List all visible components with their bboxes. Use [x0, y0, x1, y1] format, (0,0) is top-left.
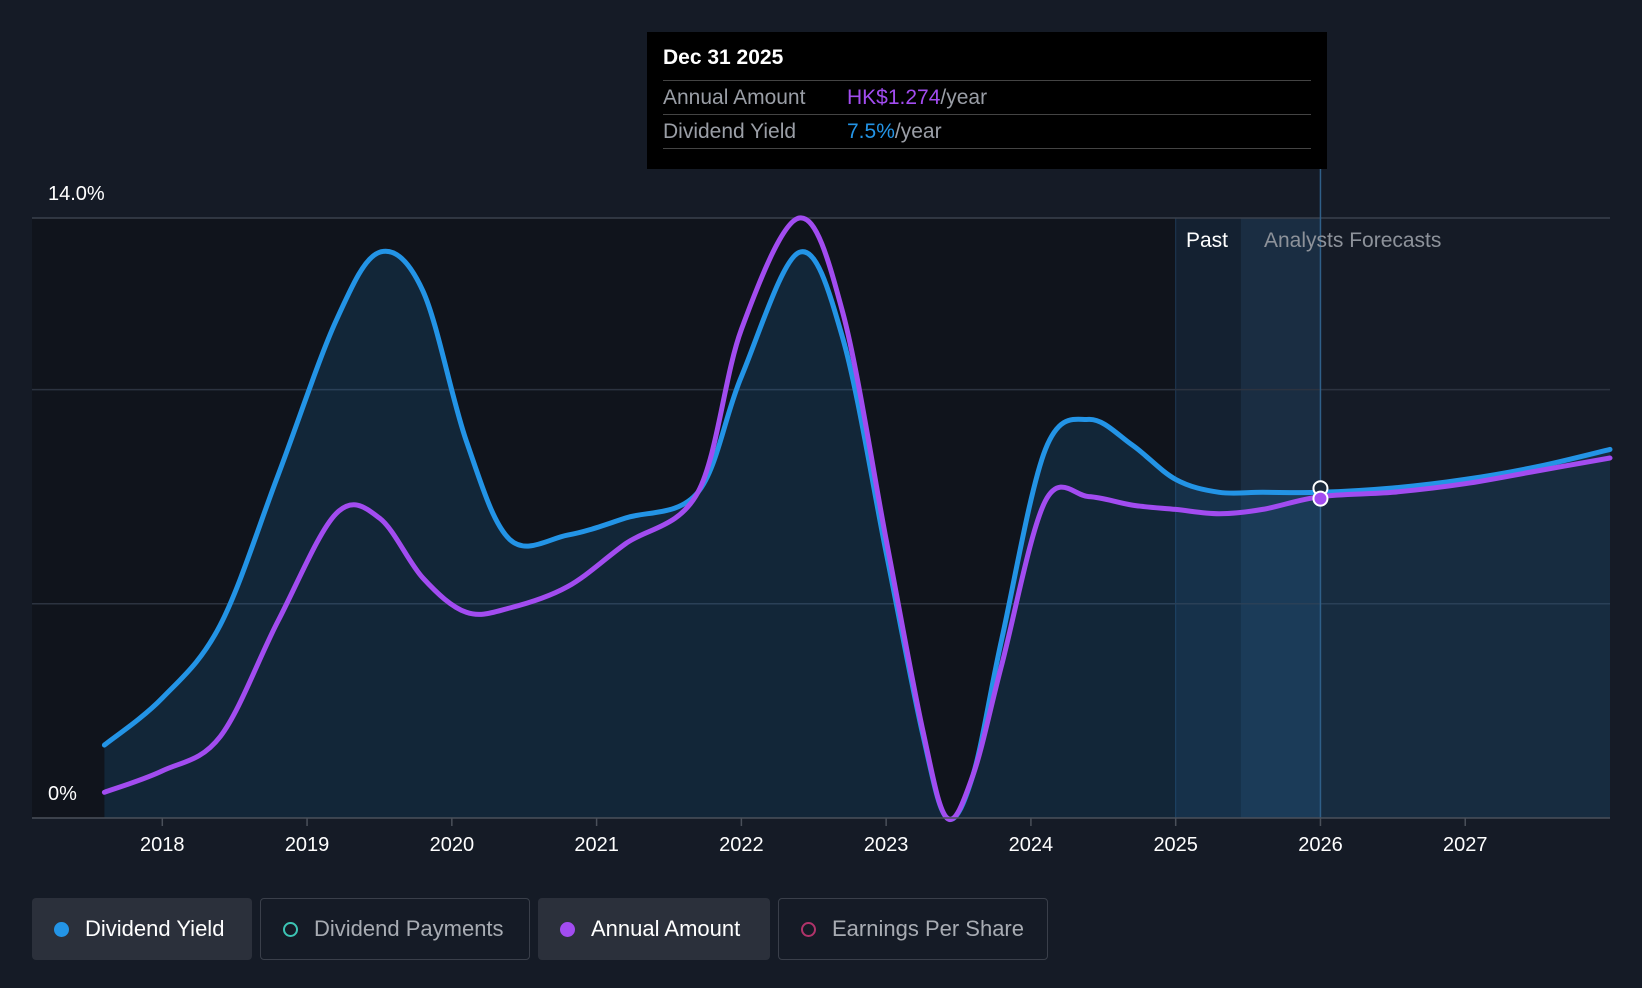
x-tick-label: 2025: [1153, 834, 1198, 856]
legend-dividend-payments-label: Dividend Payments: [314, 916, 504, 941]
grid-lines: [32, 217, 1610, 605]
dividend-yield-area: [104, 251, 1610, 820]
tooltip-annual-row: Annual Amount HK$1.274 /year: [663, 81, 1311, 115]
x-tick-label: 2024: [1009, 834, 1054, 856]
legend-dividend-payments[interactable]: Dividend Payments: [260, 898, 530, 960]
legend-annual-amount-label: Annual Amount: [591, 916, 741, 941]
past-label: Past: [1186, 229, 1229, 252]
cursor-layer: [1312, 169, 1329, 818]
dividend-yield-dot-icon: [54, 921, 69, 937]
x-axis: 2018 2019 2020 2021 2022 2023 2024 2025 2026 2027: [32, 817, 1610, 856]
y-tick-label-max: 14.0%: [48, 183, 105, 205]
x-tick-label: 2018: [140, 834, 185, 856]
area-fills: [104, 251, 1610, 820]
legend-earnings-per-share[interactable]: Earnings Per Share: [778, 898, 1048, 960]
x-tick-label: 2027: [1443, 834, 1488, 856]
tooltip-yield-unit: /year: [894, 120, 942, 143]
tooltip-yield-row: Dividend Yield 7.5% /year: [663, 115, 1311, 149]
tooltip-yield-value: 7.5%: [847, 120, 895, 143]
legend-earnings-per-share-label: Earnings Per Share: [832, 916, 1024, 941]
zone-bands: [32, 218, 1321, 818]
annual-amount-marker: [1312, 490, 1329, 507]
legend-annual-amount[interactable]: Annual Amount: [538, 898, 770, 960]
tooltip: Dec 31 2025 Annual Amount HK$1.274 /year…: [647, 32, 1327, 169]
x-tick-label: 2021: [574, 834, 619, 856]
annual-amount-dot-icon: [560, 921, 575, 937]
series-lines: [101, 215, 1613, 822]
x-tick-label: 2023: [864, 834, 909, 856]
y-tick-label-min: 0%: [48, 783, 77, 805]
x-tick-label: 2020: [430, 834, 475, 856]
tooltip-date: Dec 31 2025: [663, 46, 1311, 81]
legend-dividend-yield[interactable]: Dividend Yield: [32, 898, 252, 960]
forecast-label: Analysts Forecasts: [1264, 229, 1442, 252]
x-tick-label: 2019: [285, 834, 330, 856]
forecast-highlight-band: [1240, 218, 1321, 818]
tooltip-annual-label: Annual Amount: [663, 86, 806, 109]
dividend-payments-dot-icon: [283, 921, 298, 937]
x-tick-label: 2026: [1298, 834, 1343, 856]
dividend-yield-line: [101, 248, 1613, 822]
legend-dividend-yield-label: Dividend Yield: [85, 916, 225, 941]
tooltip-annual-value: HK$1.274: [847, 86, 941, 109]
annual-amount-line: [101, 215, 1613, 822]
earnings-per-share-dot-icon: [801, 921, 816, 937]
x-tick-label: 2022: [719, 834, 764, 856]
tooltip-yield-label: Dividend Yield: [663, 120, 797, 143]
tooltip-annual-unit: /year: [940, 86, 988, 109]
past-highlight-band: [1175, 218, 1241, 818]
